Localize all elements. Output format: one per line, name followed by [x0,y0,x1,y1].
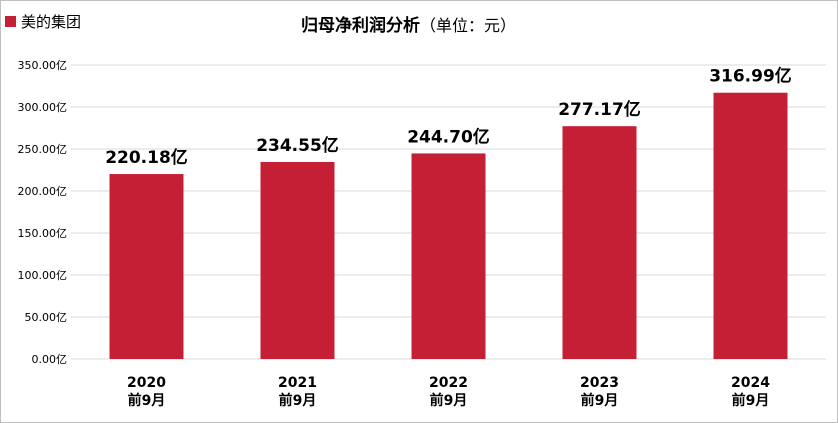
x-tick-label: 2020 前9月 [127,375,166,409]
data-label: 234.55亿 [256,135,339,156]
x-tick-label: 2022 前9月 [429,375,468,409]
bar [109,174,184,359]
x-tick-label: 2023 前9月 [580,375,619,409]
y-tick-label: 0.00亿 [32,353,68,366]
x-tick-label: 2021 前9月 [278,375,317,409]
bar [713,92,788,360]
x-tick-label: 2024 前9月 [731,375,770,409]
chart-title-main: 归母净利润分析 [301,16,420,36]
y-tick-label: 100.00亿 [18,269,68,282]
y-tick-label: 150.00亿 [18,227,68,240]
y-tick-label: 200.00亿 [18,185,68,198]
chart-title-unit: （单位：元） [420,16,517,35]
y-tick-label: 50.00亿 [25,311,68,324]
chart-title: 归母净利润分析（单位：元） [301,11,516,36]
legend-swatch [5,15,16,27]
data-label: 244.70亿 [407,126,490,147]
bar [411,153,486,359]
y-tick-label: 300.00亿 [18,101,68,114]
data-label: 277.17亿 [558,99,641,120]
data-label: 316.99亿 [709,66,792,87]
legend: 美的集团 [5,10,81,32]
y-tick-label: 250.00亿 [18,143,68,156]
data-label: 220.18亿 [105,147,188,168]
bar [562,126,637,359]
y-tick-label: 350.00亿 [18,59,68,72]
legend-label: 美的集团 [21,12,82,31]
bar [260,161,335,359]
